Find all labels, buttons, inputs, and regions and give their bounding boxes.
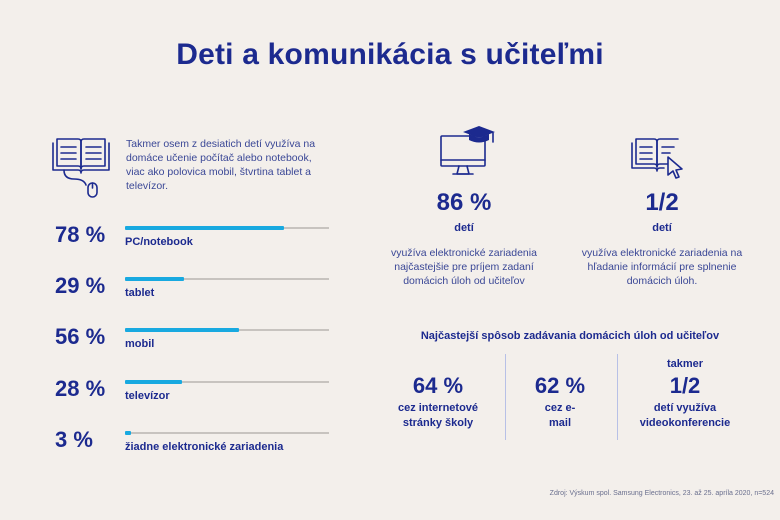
method-pre: takmer	[666, 358, 704, 370]
stat-percent: 29 %	[55, 273, 106, 298]
method-col-email: 62 % cez e-mail	[510, 358, 610, 431]
bar-fill	[125, 226, 285, 230]
method-pre	[378, 358, 498, 373]
methods-title: Najčastejší spôsob zadávania domácich úl…	[420, 330, 720, 342]
method-sub: cez internetové stránky školy	[397, 402, 479, 429]
highlight-right-desc: využíva elektronické zariadenia na hľada…	[581, 247, 743, 287]
stat-label: žiadne elektronické zariadenia	[125, 441, 284, 453]
method-sub: detí využíva videokonferencie	[639, 402, 731, 429]
divider	[505, 354, 506, 440]
stat-row-pc: 78 % PC/notebook	[55, 220, 335, 260]
method-col-web: 64 % cez internetové stránky školy	[378, 358, 498, 431]
stat-percent: 56 %	[55, 324, 106, 349]
method-number: 1/2	[669, 373, 701, 398]
bar-fill	[125, 277, 185, 281]
method-number: 64 %	[412, 373, 464, 398]
method-col-video: takmer 1/2 detí využíva videokonferencie	[625, 358, 745, 431]
page-title: Deti a komunikácia s učiteľmi	[176, 38, 604, 71]
highlight-left-sub: detí	[454, 222, 474, 234]
book-mouse-icon	[52, 138, 110, 198]
highlight-left-desc: využíva elektronické zariadenia najčaste…	[391, 247, 537, 287]
bar-track	[125, 380, 329, 384]
stat-percent: 3 %	[55, 427, 93, 452]
bar-track	[125, 328, 329, 332]
stat-row-mobil: 56 % mobil	[55, 322, 335, 362]
highlight-right-sub: detí	[652, 222, 672, 234]
book-cursor-icon	[631, 138, 683, 179]
intro-text: Takmer osem z desiatich detí využíva na …	[126, 138, 316, 192]
method-pre	[510, 358, 610, 373]
divider	[617, 354, 618, 440]
bar-track	[125, 277, 329, 281]
stat-row-none: 3 % žiadne elektronické zariadenia	[55, 425, 335, 465]
bar-track	[125, 226, 329, 230]
bar-fill	[125, 328, 240, 332]
stat-label: PC/notebook	[125, 236, 193, 248]
stat-percent: 78 %	[55, 222, 106, 247]
bar-fill	[125, 431, 132, 435]
bar-fill	[125, 380, 183, 384]
stat-label: tablet	[125, 287, 155, 299]
stat-percent: 28 %	[55, 376, 106, 401]
stat-row-tablet: 29 % tablet	[55, 271, 335, 311]
method-number: 62 %	[534, 373, 586, 398]
stat-row-tv: 28 % televízor	[55, 374, 335, 414]
monitor-graduation-cap-icon	[440, 126, 495, 175]
bar-track	[125, 431, 329, 435]
stat-label: mobil	[125, 338, 155, 350]
method-sub: cez e-mail	[544, 402, 576, 429]
stat-label: televízor	[125, 390, 170, 402]
source-note: Zdroj: Výskum spol. Samsung Electronics,…	[549, 490, 774, 497]
highlight-left-number: 86 %	[436, 189, 492, 216]
highlight-right-number: 1/2	[645, 189, 679, 216]
